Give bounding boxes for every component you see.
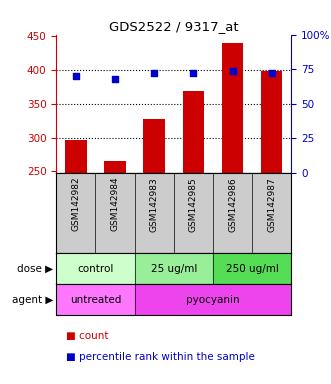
Point <box>73 73 78 79</box>
Point <box>152 70 157 76</box>
Text: GSM142984: GSM142984 <box>111 177 119 232</box>
Text: agent ▶: agent ▶ <box>12 295 53 305</box>
Point <box>113 76 118 82</box>
Text: ■ percentile rank within the sample: ■ percentile rank within the sample <box>66 352 255 362</box>
Point <box>269 70 274 76</box>
Text: control: control <box>77 264 114 274</box>
Text: pyocyanin: pyocyanin <box>186 295 240 305</box>
Text: ■ count: ■ count <box>66 331 109 341</box>
Text: GSM142982: GSM142982 <box>71 177 80 232</box>
Text: GSM142986: GSM142986 <box>228 177 237 232</box>
Bar <box>143 119 165 341</box>
Text: dose ▶: dose ▶ <box>17 264 53 274</box>
Text: GSM142983: GSM142983 <box>150 177 159 232</box>
Bar <box>222 43 243 341</box>
Text: 250 ug/ml: 250 ug/ml <box>226 264 279 274</box>
Title: GDS2522 / 9317_at: GDS2522 / 9317_at <box>109 20 239 33</box>
Bar <box>135 284 291 315</box>
Bar <box>56 253 135 284</box>
Text: untreated: untreated <box>70 295 121 305</box>
Text: GSM142987: GSM142987 <box>267 177 276 232</box>
Text: 25 ug/ml: 25 ug/ml <box>151 264 197 274</box>
Point <box>230 68 235 74</box>
Point <box>191 70 196 76</box>
Bar <box>261 71 282 341</box>
Bar <box>135 253 213 284</box>
Bar <box>183 91 204 341</box>
Bar <box>56 284 135 315</box>
Bar <box>104 161 126 341</box>
Bar <box>213 253 291 284</box>
Bar <box>65 140 87 341</box>
Text: GSM142985: GSM142985 <box>189 177 198 232</box>
